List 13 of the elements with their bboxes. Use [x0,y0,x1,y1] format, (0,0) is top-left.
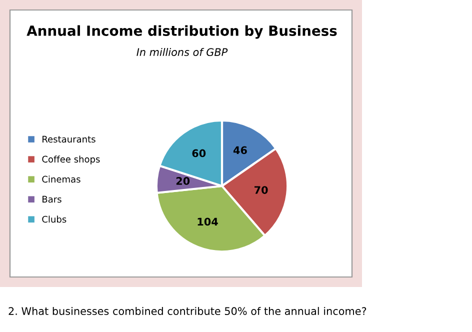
data-label: 70 [254,186,268,194]
chart-subtitle: In millions of GBP [136,48,228,56]
legend-label: Bars [42,196,62,203]
chart-title: Annual Income distribution by Business [26,25,337,39]
legend-label: Restaurants [42,136,96,143]
data-label: 20 [176,177,190,185]
data-label: 46 [233,146,247,154]
data-label: 60 [192,149,206,158]
legend-label: Cinemas [42,176,80,183]
legend-label: Coffee shops [42,156,100,164]
text: 2. What businesses combined contribute 50% of the annual income? [8,306,366,316]
data-label: 104 [198,218,218,226]
legend-label: Clubs [42,216,66,223]
